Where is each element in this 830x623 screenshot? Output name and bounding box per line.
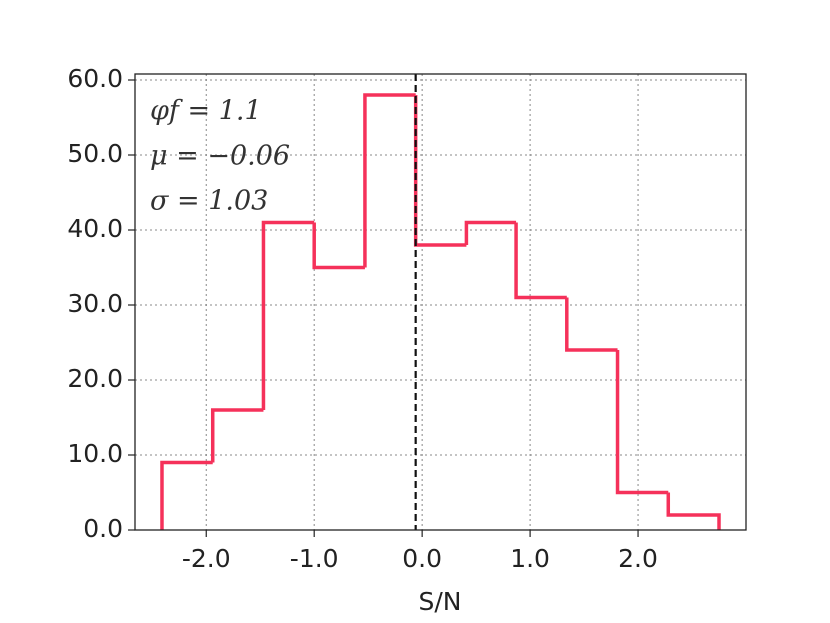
y-tick-label: 0.0 [83, 514, 123, 543]
y-tick-label: 30.0 [67, 289, 123, 318]
histogram-step [312, 222, 365, 270]
annotation: μ = −0.06 [150, 141, 290, 172]
histogram-step [261, 220, 315, 410]
annotation: φf = 1.1 [150, 96, 262, 127]
histogram-step [363, 93, 416, 268]
histogram-step [565, 297, 618, 352]
x-tick-label: -1.0 [290, 544, 339, 573]
x-tick-label: 1.0 [510, 544, 550, 573]
annotation: σ = 1.03 [150, 186, 268, 217]
y-tick-label: 60.0 [67, 64, 123, 93]
x-tick-label: 2.0 [618, 544, 658, 573]
histogram-step [514, 222, 567, 300]
histogram-step [413, 95, 467, 247]
histogram-step [464, 220, 517, 245]
histogram-step [615, 350, 669, 495]
y-tick-label: 50.0 [67, 139, 123, 168]
plot-frame [134, 73, 747, 531]
y-tick-label: 40.0 [67, 214, 123, 243]
y-tick-label: 20.0 [67, 364, 123, 393]
histogram-step [666, 492, 721, 530]
x-tick-label: 0.0 [402, 544, 442, 573]
y-tick-label: 10.0 [67, 439, 123, 468]
x-tick-label: -2.0 [182, 544, 231, 573]
histogram-step [210, 408, 264, 463]
x-axis-label: S/N [419, 587, 462, 616]
histogram-step [160, 460, 213, 530]
